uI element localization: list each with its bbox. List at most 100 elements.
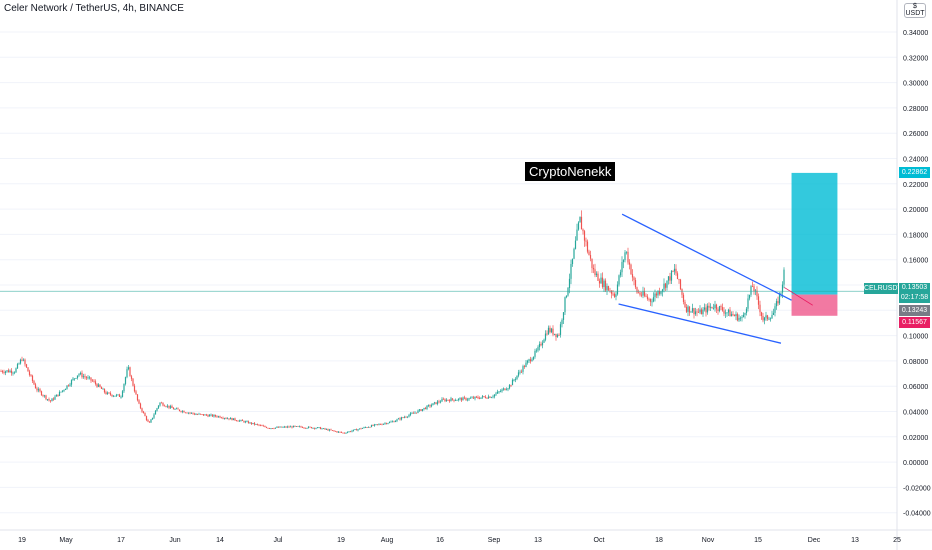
- candle-body: [505, 389, 508, 391]
- candle-body: [156, 408, 158, 411]
- candle-body: [546, 333, 548, 335]
- candle-body: [721, 307, 724, 311]
- candle-body: [250, 422, 253, 424]
- candle-body: [267, 427, 269, 429]
- candle-body: [570, 264, 572, 279]
- candle-body: [564, 297, 566, 313]
- candle-body: [6, 370, 8, 372]
- candle-body: [522, 366, 524, 372]
- candle-body: [345, 432, 347, 434]
- candle-body: [571, 258, 574, 265]
- x-tick-label: Oct: [594, 537, 605, 544]
- candle-body: [213, 415, 215, 417]
- candle-body: [333, 430, 335, 432]
- candle-body: [535, 350, 538, 352]
- candle-body: [577, 222, 580, 230]
- candle-body: [733, 315, 736, 317]
- candle-body: [460, 398, 463, 401]
- candle-body: [706, 305, 709, 313]
- y-tick-label: 0.28000: [903, 106, 928, 113]
- candle-body: [382, 423, 385, 425]
- candle-body: [253, 422, 256, 425]
- candle-body: [312, 427, 314, 429]
- candle-body: [124, 377, 127, 384]
- candle-body: [346, 432, 349, 433]
- candle-body: [676, 273, 679, 280]
- candle-body: [228, 418, 230, 420]
- candle-body: [45, 395, 47, 400]
- candle-body: [730, 314, 733, 317]
- candle-body: [595, 273, 598, 276]
- candle-body: [550, 328, 553, 333]
- candle-body: [547, 327, 550, 335]
- candle-body: [729, 309, 731, 317]
- candle-body: [411, 412, 413, 414]
- candle-body: [660, 291, 662, 294]
- candle-body: [205, 414, 208, 416]
- candle-body: [220, 417, 223, 419]
- candle-body: [781, 284, 784, 293]
- candle-body: [226, 418, 229, 420]
- candle-body: [1, 371, 4, 373]
- candle-body: [127, 367, 130, 370]
- candle-body: [186, 412, 188, 414]
- candle-body: [433, 402, 436, 404]
- y-tick-label: 0.22000: [903, 182, 928, 189]
- x-tick-label: Dec: [808, 537, 821, 544]
- candle-body: [544, 333, 547, 340]
- candle-body: [457, 398, 460, 400]
- candle-body: [694, 311, 697, 315]
- candle-body: [306, 428, 308, 429]
- candle-body: [225, 418, 227, 419]
- candle-body: [757, 296, 760, 305]
- candle-body: [511, 379, 514, 386]
- candle-body: [714, 304, 716, 308]
- candle-body: [54, 396, 56, 400]
- candle-body: [58, 391, 61, 396]
- candle-body: [31, 375, 34, 381]
- candle-body: [357, 429, 359, 431]
- candle-body: [541, 342, 544, 346]
- candle-body: [166, 405, 169, 407]
- candle-body: [114, 395, 116, 397]
- candle-body: [556, 334, 559, 338]
- candle-body: [474, 396, 476, 399]
- candle-body: [597, 273, 599, 281]
- candle-body: [384, 423, 386, 424]
- candle-body: [543, 339, 545, 343]
- candle-body: [235, 420, 238, 422]
- candle-body: [628, 262, 631, 265]
- candle-body: [639, 292, 641, 295]
- candle-body: [372, 425, 374, 426]
- y-tick-label: 0.02000: [903, 435, 928, 442]
- candle-body: [42, 395, 44, 396]
- candle-body: [375, 424, 377, 426]
- candle-body: [103, 388, 106, 393]
- candle-body: [117, 394, 119, 396]
- candle-body: [573, 248, 575, 259]
- candle-body: [64, 388, 67, 391]
- candle-body: [223, 418, 226, 419]
- candle-body: [334, 430, 337, 432]
- candle-body: [672, 270, 674, 272]
- candle-body: [718, 306, 721, 311]
- candle-body: [61, 390, 64, 392]
- candle-body: [85, 377, 88, 379]
- candle-body: [376, 424, 379, 426]
- y-tick-label: 0.18000: [903, 232, 928, 239]
- candle-body: [618, 275, 620, 285]
- candle-body: [300, 426, 302, 428]
- candle-body: [700, 309, 703, 315]
- candle-body: [379, 424, 382, 425]
- candle-body: [292, 425, 295, 428]
- candle-body: [3, 372, 5, 373]
- currency-badge[interactable]: $ USDT: [904, 3, 926, 18]
- x-tick-label: 17: [117, 537, 125, 544]
- candle-body: [174, 408, 176, 410]
- target-zone: [791, 172, 838, 295]
- candle-body: [469, 397, 472, 399]
- candle-body: [180, 410, 182, 412]
- candle-body: [775, 301, 778, 307]
- candle-body: [435, 402, 437, 405]
